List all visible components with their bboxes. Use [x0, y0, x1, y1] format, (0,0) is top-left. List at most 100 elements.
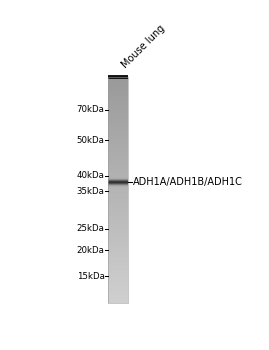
Bar	[108, 82, 129, 83]
Bar	[108, 120, 129, 121]
Bar	[108, 238, 129, 239]
Bar	[108, 234, 129, 236]
Bar	[108, 165, 129, 166]
Bar	[108, 212, 129, 213]
Bar	[108, 140, 129, 141]
Bar	[108, 290, 129, 291]
Bar	[108, 244, 129, 245]
Bar	[108, 86, 129, 88]
Bar	[108, 255, 129, 256]
Bar	[108, 183, 129, 184]
Bar	[108, 286, 129, 287]
Bar	[108, 294, 129, 295]
Bar	[108, 77, 129, 78]
Bar	[108, 146, 129, 147]
Bar	[108, 211, 129, 212]
Bar	[108, 270, 129, 271]
Bar	[108, 239, 129, 240]
Bar	[108, 196, 129, 197]
Bar	[108, 268, 129, 269]
Bar	[108, 275, 129, 276]
Bar	[108, 102, 129, 103]
Bar	[108, 103, 129, 104]
Bar	[108, 83, 129, 84]
Bar	[108, 227, 129, 228]
Bar	[108, 99, 129, 100]
Bar	[108, 301, 129, 302]
Bar	[108, 139, 129, 140]
Bar	[108, 134, 129, 135]
Bar	[108, 96, 129, 97]
Bar	[108, 292, 129, 293]
Bar	[108, 195, 129, 196]
Bar	[108, 126, 129, 127]
Bar	[108, 295, 129, 296]
Bar	[108, 170, 129, 172]
Bar	[108, 128, 129, 129]
Bar	[108, 202, 129, 203]
Bar	[108, 163, 129, 164]
Bar	[108, 132, 129, 133]
Bar	[108, 153, 129, 154]
Bar	[108, 268, 129, 270]
Bar	[108, 246, 129, 247]
Bar	[108, 149, 129, 150]
Bar	[108, 143, 129, 144]
Bar	[108, 152, 129, 153]
Bar	[108, 276, 129, 277]
Bar	[108, 191, 129, 192]
Bar	[108, 289, 129, 290]
Bar	[108, 189, 129, 190]
Bar	[108, 229, 129, 230]
Bar	[108, 206, 129, 207]
Bar	[108, 300, 129, 301]
Bar	[108, 108, 129, 110]
Bar	[108, 247, 129, 248]
Text: 50kDa: 50kDa	[77, 136, 104, 145]
Bar	[108, 86, 129, 87]
Bar	[108, 145, 129, 146]
Text: 20kDa: 20kDa	[77, 246, 104, 255]
Text: 40kDa: 40kDa	[77, 171, 104, 180]
Bar	[108, 169, 129, 170]
Bar	[108, 215, 129, 216]
Bar	[108, 130, 129, 131]
Bar	[108, 242, 129, 243]
Bar	[108, 175, 129, 176]
Bar	[108, 243, 129, 244]
Bar	[108, 122, 129, 123]
Bar	[108, 274, 129, 275]
Bar	[108, 297, 129, 298]
Bar	[108, 208, 129, 209]
Bar	[108, 240, 129, 241]
Bar	[108, 103, 129, 104]
Bar	[108, 94, 129, 95]
Bar	[108, 241, 129, 242]
Bar	[108, 254, 129, 255]
Text: 15kDa: 15kDa	[77, 272, 104, 281]
Bar	[108, 264, 129, 265]
Bar	[108, 212, 129, 214]
Bar	[108, 250, 129, 251]
Bar	[108, 283, 129, 284]
Bar	[108, 121, 129, 122]
Bar	[108, 77, 129, 303]
Bar	[108, 178, 129, 179]
Bar	[108, 272, 129, 273]
Bar	[108, 161, 129, 162]
Text: 35kDa: 35kDa	[77, 187, 104, 196]
Bar	[108, 228, 129, 229]
Bar	[108, 174, 129, 175]
Bar	[108, 214, 129, 215]
Bar	[108, 285, 129, 286]
Bar	[108, 187, 129, 188]
Bar	[108, 277, 129, 278]
Bar	[108, 117, 129, 118]
Bar	[108, 84, 129, 85]
Bar	[108, 219, 129, 220]
Bar	[108, 203, 129, 204]
Bar	[108, 106, 129, 107]
Bar	[108, 201, 129, 202]
Bar	[108, 231, 129, 232]
Bar	[108, 181, 129, 182]
